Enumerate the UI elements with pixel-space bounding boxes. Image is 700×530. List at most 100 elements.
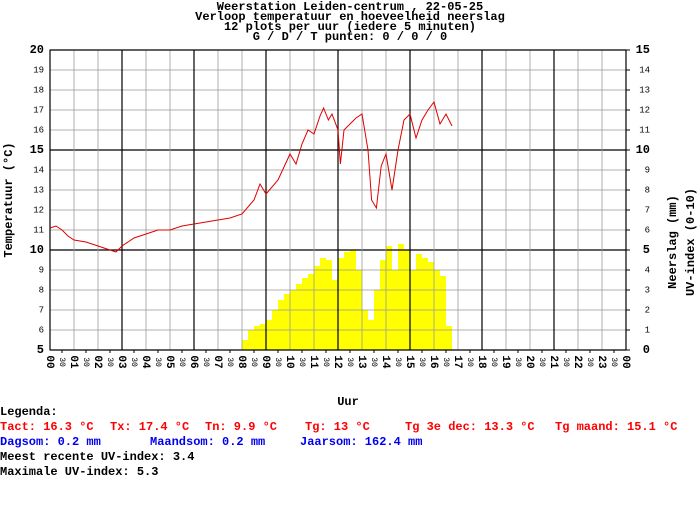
x-tick-label: 14 [379,355,391,369]
stat-text: Tg: 13 °C [305,420,370,434]
y2-tick-label: 3 [645,285,650,295]
y2-tick-label: 14 [639,65,650,75]
uv-bar [386,246,392,350]
x-tick-label: 30 [153,357,162,367]
y-tick-label: 11 [33,225,44,235]
uv-bar [326,260,332,350]
uv-bar [440,276,446,350]
y-tick-label: 6 [39,325,44,335]
x-tick-label: 30 [249,357,258,367]
y-tick-label: 20 [30,43,44,57]
x-tick-label: 30 [273,357,282,367]
uv-bar [314,266,320,350]
x-tick-label: 19 [499,355,511,368]
uv-bar [320,258,326,350]
y-tick-label: 17 [33,105,44,115]
uv-bar [416,254,422,350]
uv-bar [266,320,272,350]
y2-tick-label: 6 [645,225,650,235]
x-tick-label: 30 [177,357,186,367]
chart-subtitle: 12 plots per uur (iedere 5 minuten) [224,20,476,34]
uv-bar [368,320,374,350]
x-tick-label: 30 [417,357,426,367]
x-tick-label: 30 [129,357,138,367]
x-tick-label: 30 [489,357,498,367]
uv-bar [446,326,452,350]
uv-bar [248,330,254,350]
uv-bar [398,244,404,350]
uv-bar [254,326,260,350]
y-axis-label: Temperatuur (°C) [2,142,16,257]
uv-bar [290,290,296,350]
y-tick-label: 5 [37,343,44,357]
y-tick-label: 14 [33,165,44,175]
y-tick-label: 8 [39,285,44,295]
x-tick-label: 30 [513,357,522,367]
x-tick-label: 04 [139,355,151,369]
uv-bar [284,294,290,350]
x-tick-label: 15 [403,355,415,369]
stat-text: Tg maand: 15.1 °C [555,420,677,434]
x-tick-label: 20 [523,355,535,368]
uv-bar [260,324,266,350]
uv-bar [380,260,386,350]
legend-title: Legenda: [0,405,58,419]
stat-text: Tn: 9.9 °C [205,420,277,434]
uv-bar [404,250,410,350]
uv-bar [422,258,428,350]
x-tick-label: 03 [115,355,127,369]
plot-frame [49,49,627,351]
temperature-line [49,100,453,253]
x-tick-label: 30 [57,357,66,367]
stat-text: Dagsom: 0.2 mm [0,435,101,449]
x-tick-label: 30 [585,357,594,367]
uv-bar [344,252,350,350]
y2-tick-label: 2 [645,305,650,315]
x-tick-label: 11 [307,355,319,369]
stat-text: Maandsom: 0.2 mm [150,435,265,449]
uv-bar [278,300,284,350]
y-tick-label: 10 [30,243,44,257]
x-tick-label: 12 [331,355,343,368]
stat-text: Jaarsom: 162.4 mm [300,435,422,449]
stat-text: Tx: 17.4 °C [110,420,189,434]
x-tick-label: 18 [475,355,487,369]
x-tick-label: 00 [619,355,631,368]
uv-bar [242,340,248,350]
x-tick-label: 08 [235,355,247,369]
x-tick-label: 30 [225,357,234,367]
y2-tick-label: 0 [643,343,650,357]
y-tick-label: 9 [39,265,44,275]
y2-tick-label: 8 [645,185,650,195]
y2-tick-label: 13 [639,85,650,95]
stat-text: Tg 3e dec: 13.3 °C [405,420,535,434]
uv-bar [428,262,434,350]
y-tick-label: 12 [33,205,44,215]
y-tick-label: 13 [33,185,44,195]
x-tick-label: 30 [369,357,378,367]
y2-tick-label: 10 [636,143,650,157]
stat-text: Meest recente UV-index: 3.4 [0,450,194,464]
uv-bar [350,250,356,350]
chart-subtitle: G / D / T punten: 0 / 0 / 0 [253,30,447,44]
x-tick-label: 17 [451,355,463,368]
x-tick-label: 01 [67,355,79,369]
y-tick-label: 7 [39,305,44,315]
x-tick-label: 30 [393,357,402,367]
y-tick-label: 19 [33,65,44,75]
x-tick-label: 07 [211,355,223,368]
uv-bar [302,278,308,350]
uv-bar [374,290,380,350]
chart-title: Weerstation Leiden-centrum , 22-05-25 [217,0,483,14]
x-tick-label: 22 [571,355,583,368]
x-tick-label: 30 [609,357,618,367]
x-tick-label: 06 [187,355,199,368]
x-tick-label: 09 [259,355,271,368]
y-tick-label: 15 [30,143,44,157]
x-tick-label: 02 [91,355,103,368]
x-tick-label: 10 [283,355,295,368]
x-tick-label: 30 [441,357,450,367]
y2-tick-label: 12 [639,105,650,115]
y2-tick-label: 5 [643,243,650,257]
x-tick-label: 23 [595,355,607,369]
